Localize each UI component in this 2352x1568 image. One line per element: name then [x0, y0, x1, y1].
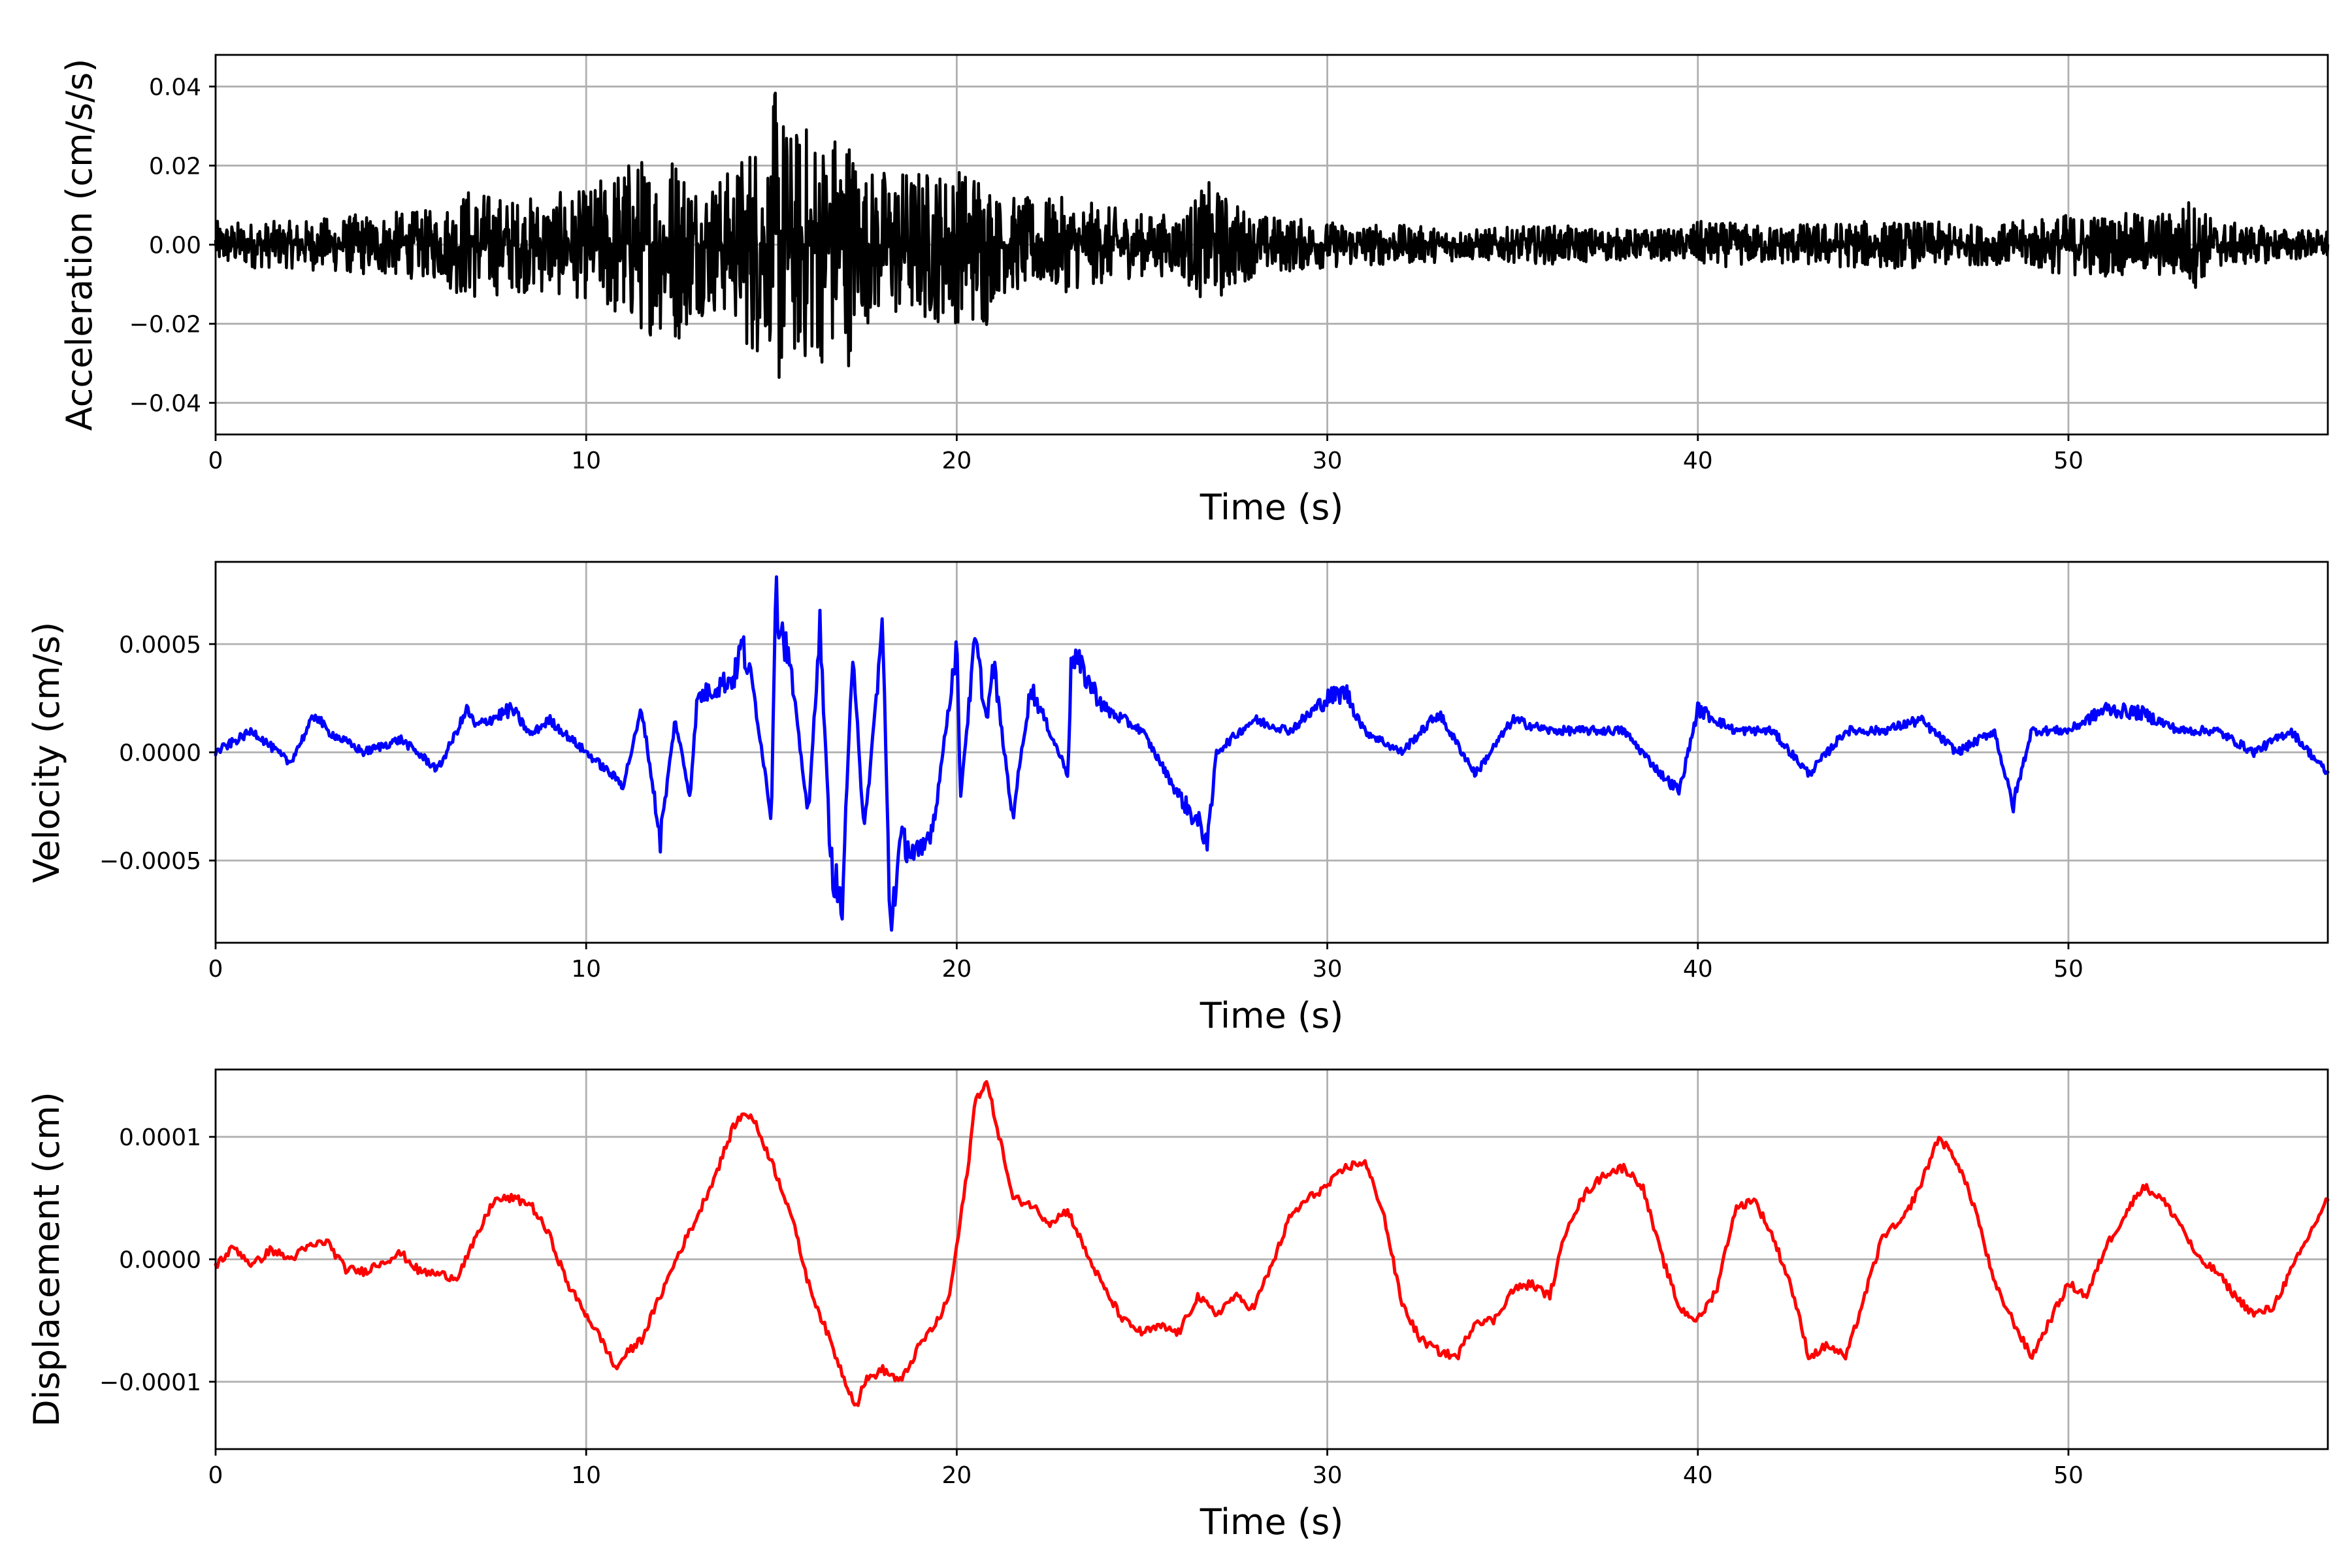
- x-tick-label: 20: [941, 448, 972, 474]
- x-tick-label: 0: [208, 448, 223, 474]
- x-axis-label: Time (s): [1200, 487, 1344, 528]
- x-tick-label: 20: [941, 956, 972, 983]
- y-axis-label: Displacement (cm): [26, 1092, 67, 1427]
- y-axis-label: Velocity (cm/s): [26, 622, 67, 883]
- x-tick-label: 40: [1683, 956, 1713, 983]
- x-tick-label: 50: [2053, 956, 2083, 983]
- y-tick-label: −0.02: [129, 312, 201, 338]
- x-axis-label: Time (s): [1200, 995, 1344, 1036]
- x-tick-label: 30: [1313, 1462, 1343, 1489]
- y-tick-label: −0.04: [129, 391, 201, 417]
- x-tick-label: 30: [1313, 956, 1343, 983]
- y-axis-label: Acceleration (cm/s/s): [59, 59, 100, 431]
- displacement-series-line: [214, 1080, 2330, 1407]
- y-tick-label: −0.0005: [99, 848, 201, 875]
- displacement-panel: 0 10 20 30 40 50 −0.0001 0.0000 0.0001 Time (s) Di…: [26, 1068, 2330, 1543]
- y-tick-label: 0.04: [149, 74, 201, 101]
- y-tick-label: 0.0005: [119, 632, 201, 659]
- x-tick-label: 50: [2053, 448, 2083, 474]
- x-tick-label: 40: [1683, 1462, 1713, 1489]
- velocity-panel: 0 10 20 30 40 50 −0.0005 0.0000 0.0005 Time (s) Ve…: [26, 561, 2330, 1036]
- x-tick-label: 10: [571, 448, 601, 474]
- velocity-series-line: [214, 575, 2330, 932]
- y-tick-label: 0.0001: [119, 1124, 201, 1151]
- x-tick-label: 20: [941, 1462, 972, 1489]
- x-tick-label: 30: [1313, 448, 1343, 474]
- x-tick-label: 50: [2053, 1462, 2083, 1489]
- acceleration-panel: 0 10 20 30 40 50 −0.04 −0.02 0.00 0.02 0.04 Time (s…: [59, 54, 2330, 528]
- x-axis-label: Time (s): [1200, 1501, 1344, 1543]
- y-tick-label: 0.00: [149, 233, 201, 259]
- y-tick-label: −0.0001: [99, 1369, 201, 1396]
- x-tick-label: 0: [208, 956, 223, 983]
- x-tick-label: 10: [571, 956, 601, 983]
- x-tick-label: 0: [208, 1462, 223, 1489]
- x-tick-label: 40: [1683, 448, 1713, 474]
- y-tick-label: 0.0000: [119, 1247, 201, 1274]
- acceleration-series-line: [214, 91, 2330, 379]
- x-tick-label: 10: [571, 1462, 601, 1489]
- y-tick-label: 0.02: [149, 153, 201, 180]
- y-tick-label: 0.0000: [119, 740, 201, 767]
